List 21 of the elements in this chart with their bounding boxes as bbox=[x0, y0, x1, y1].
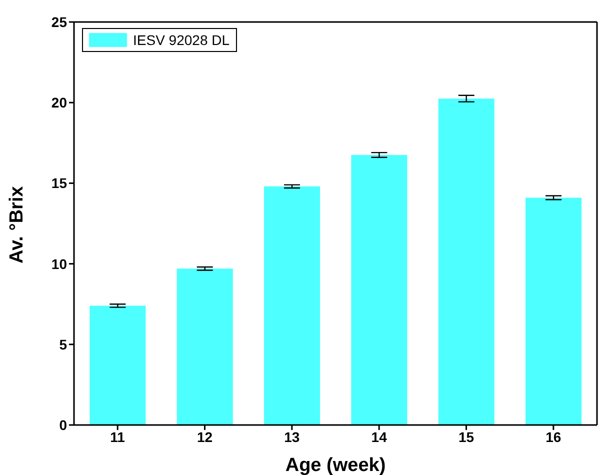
x-tick-label: 16 bbox=[546, 428, 562, 445]
y-tick-label: 5 bbox=[59, 336, 68, 352]
y-tick-label: 15 bbox=[51, 175, 68, 192]
bar bbox=[438, 98, 494, 425]
bar bbox=[526, 198, 582, 425]
bar bbox=[351, 154, 408, 425]
bar bbox=[176, 268, 233, 425]
y-tick-label: 0 bbox=[59, 416, 68, 433]
x-tick-label: 14 bbox=[371, 428, 388, 445]
y-tick-label: 20 bbox=[51, 94, 68, 111]
y-axis-title: Av. °Brix bbox=[6, 186, 28, 264]
x-tick-label: 15 bbox=[458, 428, 474, 445]
bar bbox=[90, 306, 146, 425]
y-tick-label: 25 bbox=[51, 14, 68, 30]
x-tick-label: 12 bbox=[196, 428, 213, 445]
legend-label: IESV 92028 DL bbox=[133, 32, 230, 48]
x-tick-label: 11 bbox=[110, 428, 126, 445]
y-tick-label: 10 bbox=[51, 256, 68, 272]
bar bbox=[264, 186, 320, 425]
x-tick-label: 13 bbox=[284, 428, 300, 445]
x-axis-title: Age (week) bbox=[285, 455, 386, 475]
